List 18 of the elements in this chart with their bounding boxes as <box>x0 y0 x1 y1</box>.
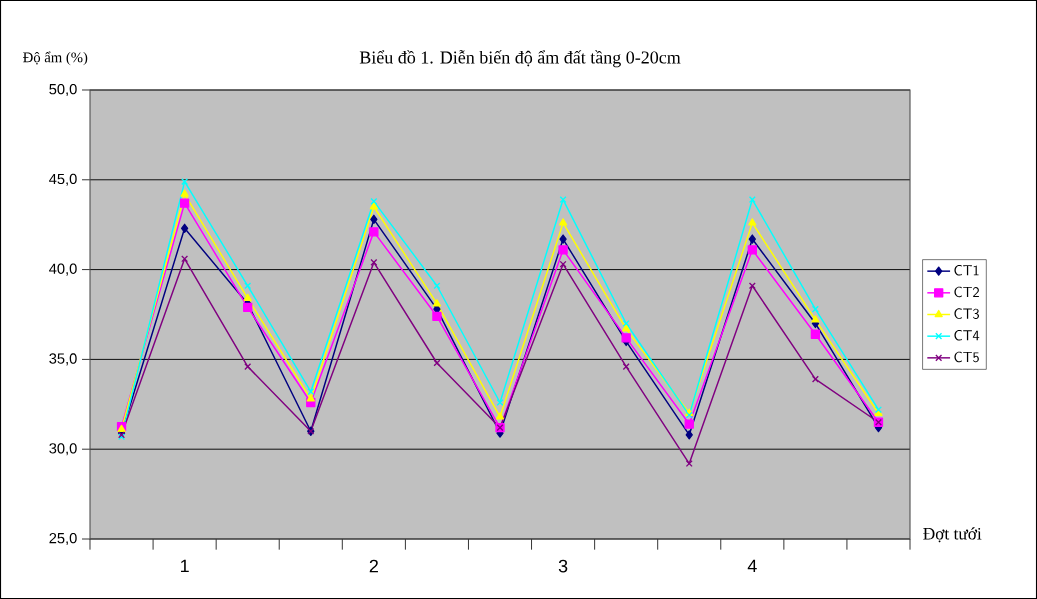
x-tick-label: 1 <box>180 559 189 573</box>
legend-label: CT1 <box>954 264 979 276</box>
y-tick-label: 40,0 <box>49 263 77 276</box>
y-tick-label: 25,0 <box>49 532 77 546</box>
x-tick-label: 3 <box>558 559 568 573</box>
y-tick-label: 35,0 <box>49 353 77 366</box>
legend-label: CT5 <box>954 351 979 363</box>
y-tick-label: 50,0 <box>49 83 77 97</box>
x-axis-title: Đợt tưới <box>923 527 982 543</box>
x-tick-label: 2 <box>369 559 378 573</box>
y-tick-label: 45,0 <box>49 173 77 186</box>
chart-title: Biểu đồ 1. Diễn biến độ ẩm đất tầng 0-20cm <box>359 50 681 68</box>
y-axis-title: Độ ẩm (%) <box>23 51 88 66</box>
legend-label: CT3 <box>954 308 980 319</box>
legend-label: CT4 <box>954 330 980 341</box>
y-tick-label: 30,0 <box>49 443 77 456</box>
legend-label: CT2 <box>954 286 979 298</box>
x-tick-label: 4 <box>747 559 757 573</box>
